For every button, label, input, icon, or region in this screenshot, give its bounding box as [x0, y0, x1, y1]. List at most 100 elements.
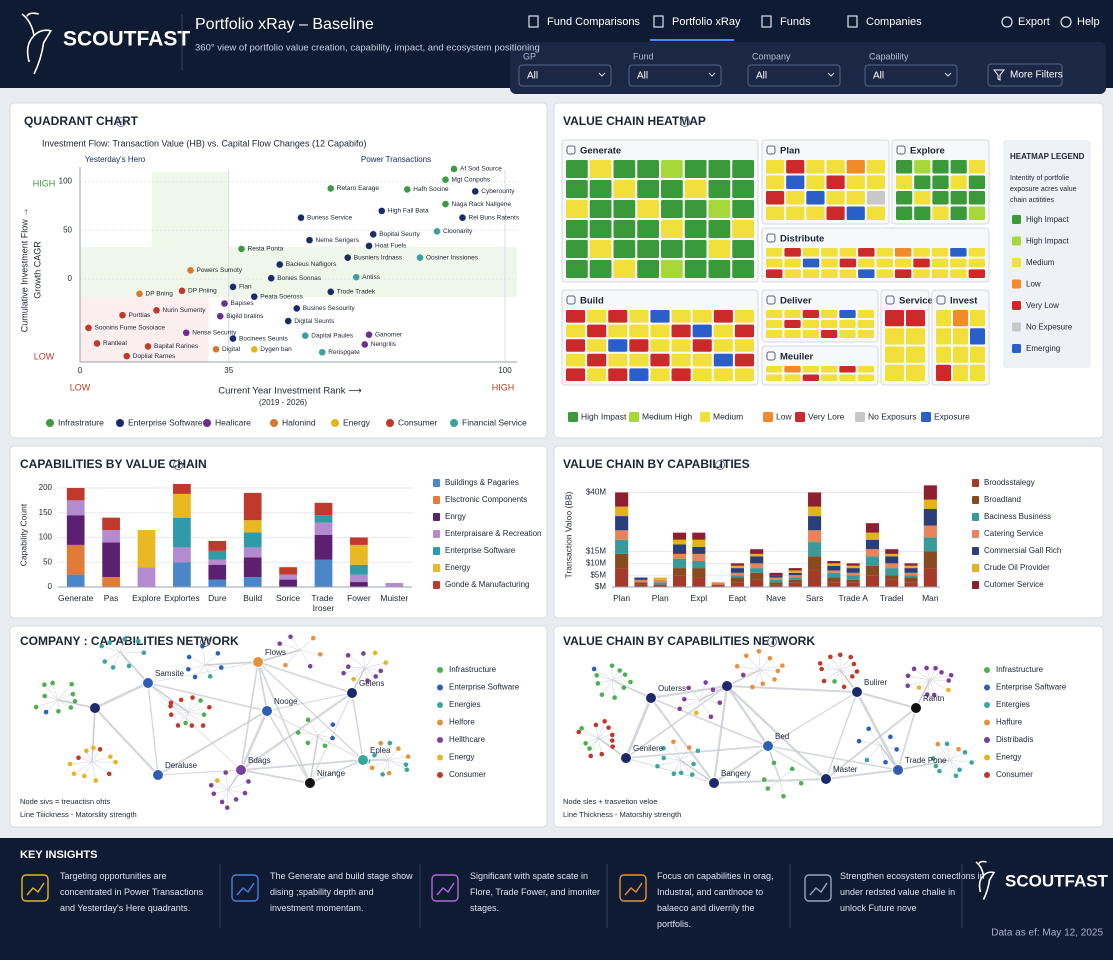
- hub-node[interactable]: [645, 692, 657, 704]
- network-note: Node sles + trasvetion veloe: [563, 797, 657, 806]
- chevron: [708, 72, 716, 77]
- heat-cell: [732, 260, 754, 278]
- leaf-node: [56, 709, 61, 714]
- leaf-node: [378, 740, 384, 746]
- y-axis-note: Growth CAGR: [32, 241, 42, 299]
- text-line: Dure: [208, 593, 227, 603]
- heat-cell: [932, 175, 949, 189]
- network-edge: [949, 752, 966, 761]
- leaf-node: [710, 687, 716, 693]
- filter-select[interactable]: [628, 64, 722, 87]
- filter-select[interactable]: [518, 64, 612, 87]
- hub-node[interactable]: [261, 705, 273, 717]
- text-line: Strengthen ecosystem conectlons in: [840, 871, 987, 881]
- heat-cell: [661, 160, 683, 178]
- hub-node[interactable]: [304, 777, 316, 789]
- heat-cell: [936, 310, 951, 327]
- leaf-node: [70, 691, 76, 697]
- network-edge: [596, 675, 613, 681]
- network-edge: [147, 682, 268, 712]
- network-edge: [317, 724, 334, 736]
- nav-item[interactable]: Funds: [780, 16, 811, 28]
- heat-cell: [802, 366, 819, 373]
- text-line: Trade A: [838, 593, 868, 603]
- heat-cell: [885, 310, 904, 327]
- bar-segment: [243, 520, 262, 533]
- hub-node[interactable]: [235, 764, 247, 776]
- heat-cell: [950, 175, 967, 189]
- leaf-node: [695, 748, 701, 754]
- hub-node[interactable]: [620, 752, 632, 764]
- hub-node[interactable]: [357, 754, 369, 766]
- text-line: Nave: [766, 593, 786, 603]
- nav-item[interactable]: Fund Comparisons: [547, 16, 640, 28]
- heat-cell: [608, 324, 628, 338]
- leaf-node: [215, 651, 221, 656]
- network-edge: [57, 699, 76, 702]
- more-filters[interactable]: More Filters: [1010, 70, 1063, 81]
- y-tick-label: $10M: [586, 558, 606, 567]
- hub-node[interactable]: [346, 687, 358, 699]
- nav-item[interactable]: Companies: [866, 16, 922, 28]
- heat-cell: [566, 200, 588, 218]
- more-filters-button[interactable]: [987, 63, 1063, 87]
- scale-swatch: [763, 412, 773, 422]
- heat-cell: [766, 310, 783, 318]
- bar-segment: [208, 579, 227, 587]
- text-line: Flore, Trade Fower, and imoniter: [470, 887, 603, 897]
- bar-segment: [350, 537, 368, 545]
- hub-node[interactable]: [252, 656, 264, 668]
- heat-cell: [566, 180, 588, 198]
- point-label: Peata Soeross: [260, 293, 303, 300]
- network-edges: [36, 636, 409, 808]
- hub-node[interactable]: [820, 773, 832, 785]
- nav-action[interactable]: Help: [1077, 16, 1100, 28]
- hub-node[interactable]: [851, 686, 863, 698]
- legend-marker: [984, 737, 990, 743]
- bar-segment: [885, 579, 899, 587]
- bar-segment: [865, 556, 880, 566]
- network-edge: [650, 697, 769, 747]
- bar-segment: [102, 517, 120, 531]
- heat-cell: [858, 269, 875, 278]
- bar-segment: [173, 562, 191, 587]
- legend-marker: [437, 754, 443, 761]
- hub-node[interactable]: [910, 702, 922, 714]
- point-label: Soonins Fume Sosoiace: [95, 325, 166, 332]
- legend-swatch: [972, 530, 979, 538]
- legend-marker: [270, 419, 278, 427]
- leaf-node: [765, 786, 771, 791]
- bar-segment: [66, 515, 85, 545]
- hub-node[interactable]: [892, 764, 904, 776]
- filter-select[interactable]: [747, 64, 841, 87]
- leaf-node: [192, 674, 198, 680]
- heat-cell: [839, 258, 857, 268]
- hub-node[interactable]: [762, 740, 774, 752]
- hub-node[interactable]: [152, 769, 164, 781]
- insight-icon: [431, 874, 459, 902]
- network-edge: [597, 737, 613, 741]
- filter-select[interactable]: [864, 64, 958, 87]
- leaf-node: [224, 805, 230, 810]
- hub-node[interactable]: [142, 677, 154, 689]
- heat-cell: [766, 374, 783, 381]
- heat-cell: [786, 175, 805, 189]
- network-edge: [699, 699, 712, 717]
- node-label: Samsite: [155, 669, 184, 678]
- data-point: [229, 335, 237, 342]
- node-label: Rantn: [923, 694, 944, 703]
- network-edge: [91, 707, 96, 763]
- network-edge: [713, 745, 769, 784]
- network-edge: [211, 784, 229, 791]
- nav-item[interactable]: Portfolio xRay: [672, 16, 741, 28]
- text-line: Significant with spate scate in: [470, 871, 591, 881]
- network-edge: [380, 742, 389, 761]
- hub-node[interactable]: [708, 777, 720, 789]
- network-edge: [307, 719, 319, 736]
- leaf-node: [404, 767, 410, 773]
- nav-icon: [847, 15, 858, 28]
- leaf-node: [396, 746, 401, 751]
- leaf-node: [68, 705, 74, 710]
- leaf-node: [740, 672, 746, 678]
- nav-action[interactable]: Export: [1018, 16, 1050, 28]
